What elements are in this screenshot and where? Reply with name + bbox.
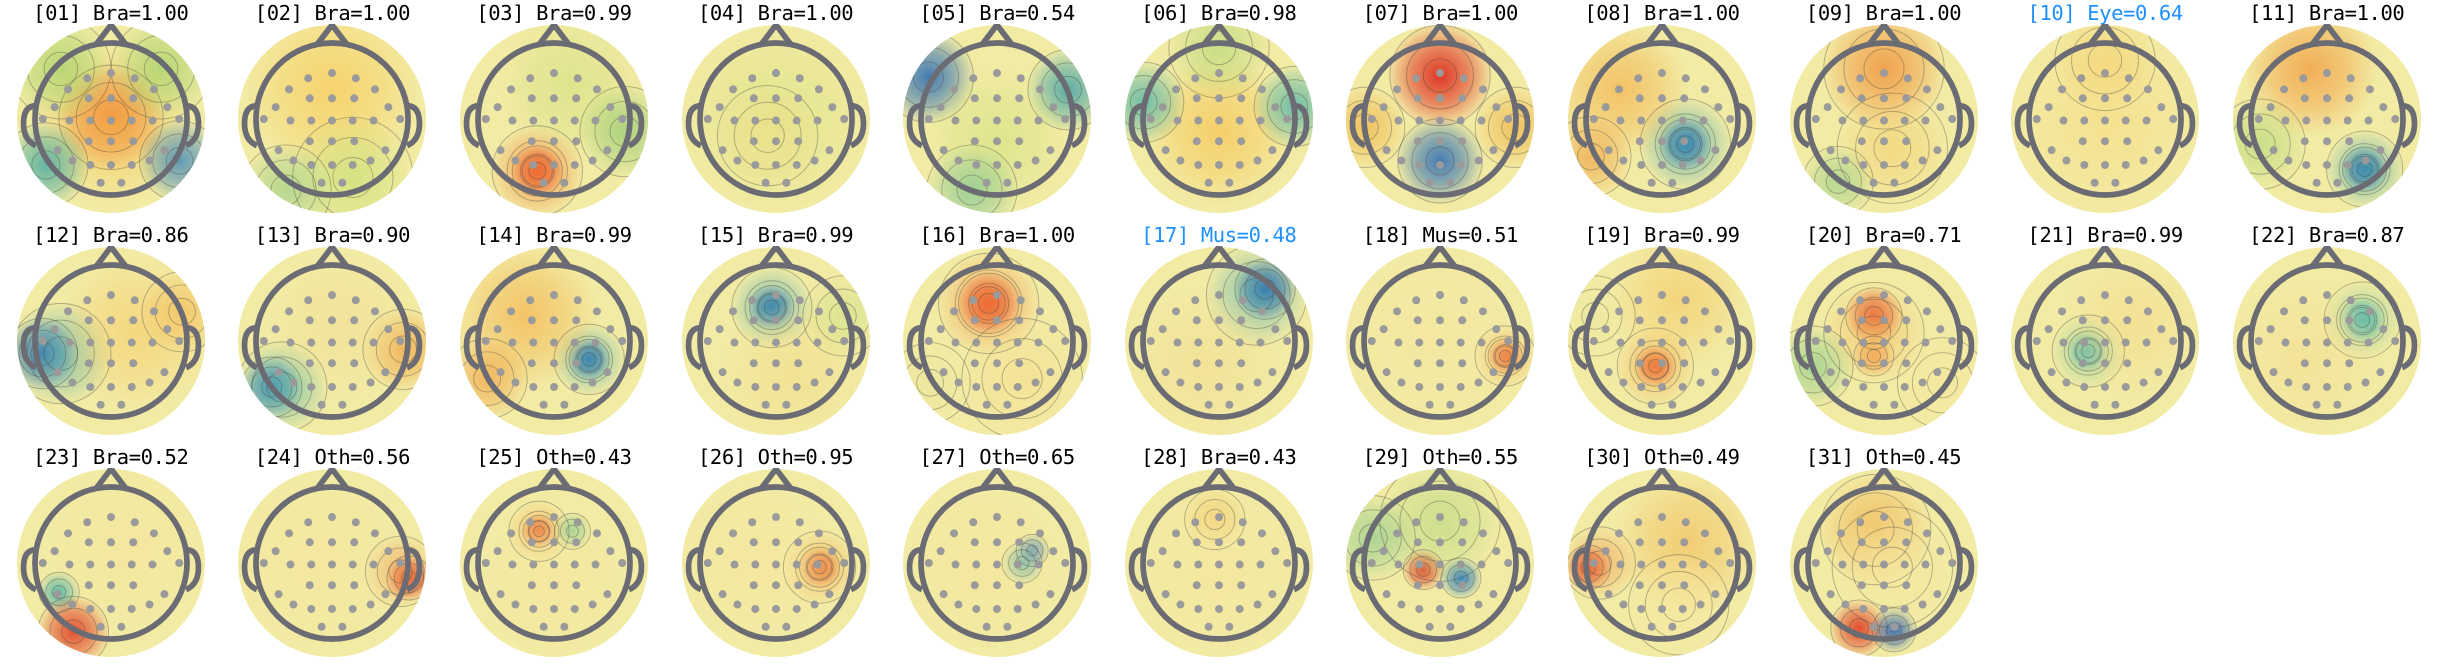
component-label: [19] Bra=0.99 bbox=[1584, 223, 1740, 247]
component-label: [26] Oth=0.95 bbox=[697, 445, 854, 469]
topomap-plot bbox=[903, 24, 1092, 214]
topomap-plot bbox=[903, 246, 1092, 436]
component-cell[interactable]: [18] Mus=0.51 bbox=[1330, 222, 1552, 444]
component-cell[interactable]: [16] Bra=1.00 bbox=[886, 222, 1108, 444]
component-label: [16] Bra=1.00 bbox=[919, 223, 1076, 247]
component-cell[interactable]: [31] Oth=0.45 bbox=[1773, 444, 1995, 666]
topomap-plot bbox=[1789, 24, 1978, 214]
topomap-plot bbox=[459, 246, 649, 436]
component-label: [10] Eye=0.64 bbox=[2027, 1, 2184, 25]
component-label: [30] Oth=0.49 bbox=[1584, 445, 1740, 469]
component-label: [05] Bra=0.54 bbox=[919, 1, 1076, 25]
component-cell[interactable]: [30] Oth=0.49 bbox=[1551, 444, 1773, 666]
component-cell[interactable]: [17] Mus=0.48 bbox=[1108, 222, 1330, 444]
component-cell[interactable]: [06] Bra=0.98 bbox=[1108, 0, 1330, 222]
component-cell[interactable]: [24] Oth=0.56 bbox=[222, 444, 444, 666]
component-cell[interactable]: [07] Bra=1.00 bbox=[1330, 0, 1552, 222]
topomap-plot bbox=[1124, 246, 1313, 436]
topomap-plot bbox=[1567, 24, 1757, 214]
component-label: [24] Oth=0.56 bbox=[254, 445, 411, 469]
component-label: [31] Oth=0.45 bbox=[1805, 445, 1962, 469]
component-cell[interactable]: [13] Bra=0.90 bbox=[222, 222, 444, 444]
component-label: [17] Mus=0.48 bbox=[1141, 223, 1297, 247]
topomap-plot bbox=[2011, 24, 2200, 214]
topomap-plot bbox=[2011, 246, 2200, 436]
topomap-plot bbox=[238, 24, 427, 214]
component-cell[interactable]: [22] Bra=0.87 bbox=[2216, 222, 2438, 444]
topomap-plot bbox=[1346, 468, 1535, 658]
component-label: [03] Bra=0.99 bbox=[476, 1, 632, 25]
topomap-plot bbox=[903, 468, 1092, 658]
component-cell[interactable]: [28] Bra=0.43 bbox=[1108, 444, 1330, 666]
component-label: [28] Bra=0.43 bbox=[1141, 445, 1297, 469]
component-label: [20] Bra=0.71 bbox=[1805, 223, 1962, 247]
topomap-plot bbox=[1789, 246, 1978, 436]
component-label: [22] Bra=0.87 bbox=[2249, 223, 2405, 247]
topomap-plot bbox=[1567, 246, 1757, 436]
component-label: [07] Bra=1.00 bbox=[1362, 1, 1519, 25]
component-label: [08] Bra=1.00 bbox=[1584, 1, 1740, 25]
component-label: [27] Oth=0.65 bbox=[919, 445, 1076, 469]
component-label: [04] Bra=1.00 bbox=[697, 1, 854, 25]
component-label: [06] Bra=0.98 bbox=[1141, 1, 1297, 25]
topomap-plot bbox=[681, 468, 870, 658]
component-cell[interactable]: [08] Bra=1.00 bbox=[1551, 0, 1773, 222]
topomap-plot bbox=[1124, 468, 1313, 658]
component-cell[interactable]: [25] Oth=0.43 bbox=[443, 444, 665, 666]
component-cell[interactable]: [27] Oth=0.65 bbox=[886, 444, 1108, 666]
component-cell[interactable]: [12] Bra=0.86 bbox=[0, 222, 222, 444]
topomap-plot bbox=[459, 24, 649, 214]
component-label: [13] Bra=0.90 bbox=[254, 223, 411, 247]
component-cell[interactable]: [05] Bra=0.54 bbox=[886, 0, 1108, 222]
topomap-plot bbox=[1567, 468, 1757, 658]
component-cell[interactable]: [21] Bra=0.99 bbox=[1994, 222, 2216, 444]
component-label: [12] Bra=0.86 bbox=[33, 223, 189, 247]
component-cell[interactable]: [09] Bra=1.00 bbox=[1773, 0, 1995, 222]
component-cell[interactable]: [14] Bra=0.99 bbox=[443, 222, 665, 444]
component-label: [01] Bra=1.00 bbox=[33, 1, 189, 25]
topomap-plot bbox=[16, 24, 205, 214]
component-cell[interactable]: [26] Oth=0.95 bbox=[665, 444, 887, 666]
component-label: [14] Bra=0.99 bbox=[476, 223, 632, 247]
topomap-plot bbox=[16, 468, 205, 658]
topomap-plot bbox=[1124, 24, 1313, 214]
topomap-plot bbox=[16, 246, 205, 436]
topomap-plot bbox=[1789, 468, 1978, 658]
topomap-plot bbox=[238, 468, 427, 658]
topomap-plot bbox=[238, 246, 427, 436]
topomap-plot bbox=[1346, 24, 1535, 214]
component-label: [21] Bra=0.99 bbox=[2027, 223, 2184, 247]
component-cell[interactable]: [03] Bra=0.99 bbox=[443, 0, 665, 222]
component-label: [11] Bra=1.00 bbox=[2249, 1, 2405, 25]
component-label: [23] Bra=0.52 bbox=[33, 445, 189, 469]
component-label: [09] Bra=1.00 bbox=[1805, 1, 1962, 25]
component-cell[interactable]: [11] Bra=1.00 bbox=[2216, 0, 2438, 222]
topomap-plot bbox=[681, 246, 870, 436]
component-label: [29] Oth=0.55 bbox=[1362, 445, 1519, 469]
topomap-plot bbox=[1346, 246, 1535, 436]
component-cell[interactable]: [02] Bra=1.00 bbox=[222, 0, 444, 222]
component-cell[interactable]: [10] Eye=0.64 bbox=[1994, 0, 2216, 222]
component-cell[interactable]: [19] Bra=0.99 bbox=[1551, 222, 1773, 444]
component-label: [18] Mus=0.51 bbox=[1362, 223, 1519, 247]
component-cell[interactable]: [29] Oth=0.55 bbox=[1330, 444, 1552, 666]
component-cell[interactable]: [01] Bra=1.00 bbox=[0, 0, 222, 222]
topomap-plot bbox=[2232, 24, 2421, 214]
component-label: [15] Bra=0.99 bbox=[697, 223, 854, 247]
component-cell[interactable]: [15] Bra=0.99 bbox=[665, 222, 887, 444]
topomap-plot bbox=[2232, 246, 2421, 436]
component-cell[interactable]: [23] Bra=0.52 bbox=[0, 444, 222, 666]
component-label: [25] Oth=0.43 bbox=[476, 445, 632, 469]
topomap-plot bbox=[681, 24, 870, 214]
topomap-plot bbox=[459, 468, 649, 658]
component-cell[interactable]: [20] Bra=0.71 bbox=[1773, 222, 1995, 444]
component-label: [02] Bra=1.00 bbox=[254, 1, 411, 25]
component-cell[interactable]: [04] Bra=1.00 bbox=[665, 0, 887, 222]
